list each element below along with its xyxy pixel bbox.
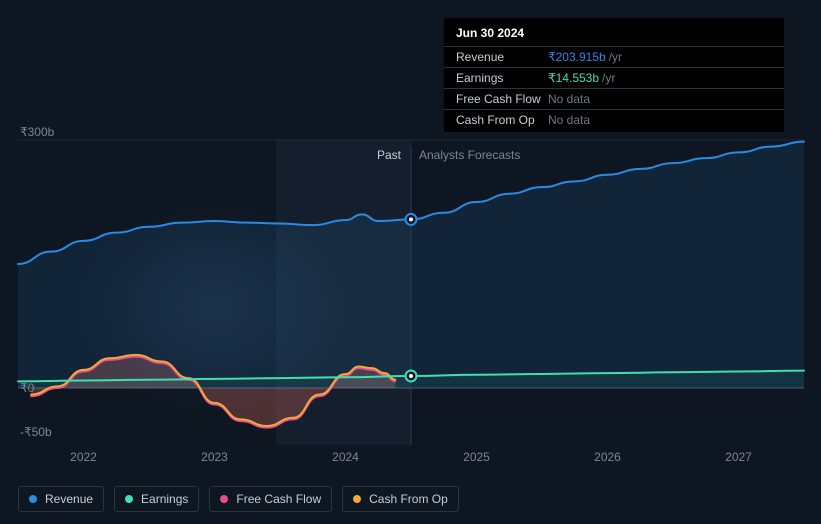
tooltip-row-value: ₹14.553b — [548, 71, 599, 85]
legend-item-cfo[interactable]: Cash From Op — [342, 486, 459, 512]
tooltip-row-unit: /yr — [602, 71, 615, 85]
tooltip-row-unit: /yr — [609, 50, 622, 64]
past-section-label: Past — [377, 148, 401, 162]
y-tick-label: ₹0 — [20, 381, 34, 395]
legend-item-label: Earnings — [141, 492, 188, 506]
x-tick-label: 2027 — [725, 450, 752, 464]
tooltip-row-label: Free Cash Flow — [456, 92, 548, 106]
legend-dot-icon — [220, 495, 228, 503]
legend-item-fcf[interactable]: Free Cash Flow — [209, 486, 332, 512]
x-tick-label: 2026 — [594, 450, 621, 464]
y-tick-label: -₹50b — [20, 425, 52, 439]
forecast-section-label: Analysts Forecasts — [419, 148, 520, 162]
legend-dot-icon — [125, 495, 133, 503]
y-tick-label: ₹300b — [20, 125, 54, 139]
tooltip-row-label: Cash From Op — [456, 113, 548, 127]
tooltip-row: Revenue₹203.915b/yr — [444, 47, 784, 68]
tooltip-row-label: Earnings — [456, 71, 548, 85]
tooltip-row-value: ₹203.915b — [548, 50, 606, 64]
legend-dot-icon — [29, 495, 37, 503]
data-tooltip: Jun 30 2024 Revenue₹203.915b/yrEarnings₹… — [444, 18, 784, 132]
tooltip-row-value: No data — [548, 92, 590, 106]
x-tick-label: 2022 — [70, 450, 97, 464]
x-tick-label: 2024 — [332, 450, 359, 464]
legend-item-earnings[interactable]: Earnings — [114, 486, 199, 512]
tooltip-row-label: Revenue — [456, 50, 548, 64]
legend-item-label: Revenue — [45, 492, 93, 506]
legend-item-label: Cash From Op — [369, 492, 448, 506]
tooltip-title: Jun 30 2024 — [444, 26, 784, 47]
financials-chart: ₹300b ₹0 -₹50b 2022 2023 2024 2025 2026 2027 Pa… — [0, 0, 821, 524]
tooltip-row: Earnings₹14.553b/yr — [444, 68, 784, 89]
tooltip-row-value: No data — [548, 113, 590, 127]
legend-item-label: Free Cash Flow — [236, 492, 321, 506]
chart-legend: Revenue Earnings Free Cash Flow Cash From O… — [18, 486, 459, 512]
legend-dot-icon — [353, 495, 361, 503]
x-tick-label: 2025 — [463, 450, 490, 464]
x-tick-label: 2023 — [201, 450, 228, 464]
legend-item-revenue[interactable]: Revenue — [18, 486, 104, 512]
tooltip-row: Free Cash FlowNo data — [444, 89, 784, 110]
tooltip-row: Cash From OpNo data — [444, 110, 784, 130]
